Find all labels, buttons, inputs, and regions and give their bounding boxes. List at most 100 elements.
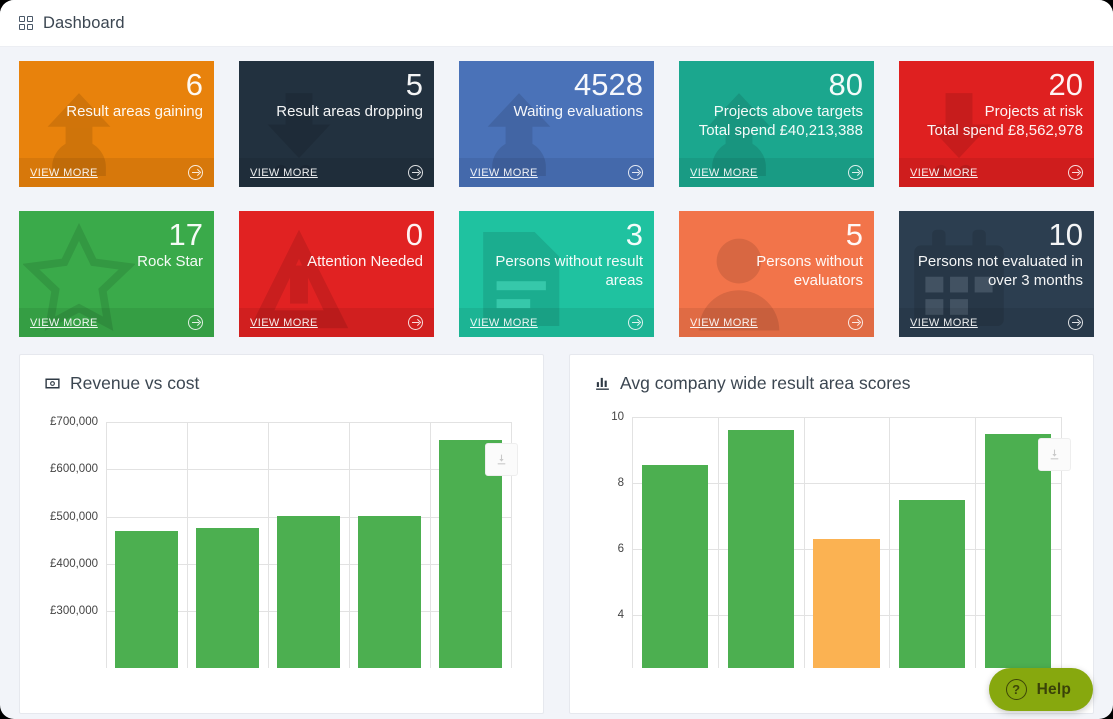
kpi-tile-value: 6 — [185, 67, 203, 102]
kpi-tile-footer[interactable]: VIEW MORE — [459, 158, 654, 187]
question-circle-icon: ? — [1005, 679, 1027, 700]
chart-gridline — [632, 483, 1061, 485]
kpi-tile-label: Projects above targets — [713, 103, 863, 120]
kpi-tile-footer[interactable]: VIEW MORE — [679, 158, 874, 187]
kpi-tile[interactable]: 5 Result areas dropping VIEW MORE — [239, 61, 434, 187]
kpi-tile[interactable]: 0 Attention Needed VIEW MORE — [239, 211, 434, 337]
kpi-tile-label: Persons without evaluators — [756, 253, 863, 289]
kpi-tile[interactable]: 5 Persons without evaluators VIEW MORE — [679, 211, 874, 337]
chart-bar[interactable] — [985, 433, 1052, 668]
arrow-right-circle-icon[interactable] — [408, 315, 423, 330]
view-more-link[interactable]: VIEW MORE — [910, 316, 978, 329]
chart-bar[interactable] — [899, 499, 966, 668]
chart-y-axis-tick-label: £700,000 — [50, 416, 98, 428]
kpi-tile[interactable]: 20 Projects at risk Total spend £8,562,978… — [899, 61, 1094, 187]
view-more-link[interactable]: VIEW MORE — [910, 166, 978, 179]
chart-vertical-gridline — [511, 422, 512, 668]
kpi-tile-footer[interactable]: VIEW MORE — [899, 308, 1094, 337]
view-more-link[interactable]: VIEW MORE — [250, 316, 318, 329]
chart-vertical-gridline — [975, 417, 977, 668]
kpi-tile-label: Persons without result areas — [495, 253, 643, 289]
download-icon — [497, 454, 506, 465]
page-title: Dashboard — [43, 13, 125, 32]
kpi-tile-footer[interactable]: VIEW MORE — [899, 158, 1094, 187]
arrow-right-circle-icon[interactable] — [628, 315, 643, 330]
kpi-tile-label: Projects at risk — [984, 103, 1083, 120]
kpi-tile-body: 4528 Waiting evaluations — [459, 61, 654, 121]
kpi-tile-value: 17 — [168, 217, 203, 252]
kpi-tile-body: 5 Persons without evaluators — [679, 211, 874, 290]
chart-y-axis-tick-label: 6 — [617, 543, 624, 556]
kpi-tile-value: 4528 — [574, 67, 643, 102]
kpi-tile[interactable]: 17 Rock Star VIEW MORE — [19, 211, 214, 337]
kpi-tile-footer[interactable]: VIEW MORE — [239, 158, 434, 187]
view-more-link[interactable]: VIEW MORE — [250, 166, 318, 179]
help-label: Help — [1036, 680, 1071, 698]
bar-chart-icon — [594, 375, 611, 392]
kpi-tile-footer[interactable]: VIEW MORE — [19, 158, 214, 187]
chart-gridline — [632, 417, 1061, 418]
view-more-link[interactable]: VIEW MORE — [470, 166, 538, 179]
kpi-tile[interactable]: 10 Persons not evaluated in over 3 months… — [899, 211, 1094, 337]
arrow-right-circle-icon[interactable] — [408, 165, 423, 180]
chart-bar[interactable] — [813, 539, 880, 668]
kpi-tile-footer[interactable]: VIEW MORE — [459, 308, 654, 337]
card-title-text-revenue: Revenue vs cost — [70, 373, 200, 393]
kpi-tile[interactable]: 3 Persons without result areas VIEW MORE — [459, 211, 654, 337]
arrow-right-circle-icon[interactable] — [1068, 315, 1083, 330]
chart-vertical-gridline — [717, 417, 719, 668]
chart-bar[interactable] — [358, 515, 421, 668]
view-more-link[interactable]: VIEW MORE — [30, 166, 98, 179]
kpi-tile-body: 6 Result areas gaining — [19, 61, 214, 121]
view-more-link[interactable]: VIEW MORE — [690, 166, 758, 179]
chart-bar[interactable] — [727, 430, 794, 668]
kpi-tile[interactable]: 6 Result areas gaining VIEW MORE — [19, 61, 214, 187]
grid-icon — [19, 15, 34, 31]
kpi-tile-label: Attention Needed — [307, 253, 423, 270]
kpi-tile-footer[interactable]: VIEW MORE — [19, 308, 214, 337]
export-chart-button-revenue[interactable] — [485, 443, 518, 476]
chart-y-axis-tick-label: 10 — [611, 411, 624, 423]
chart-plot-scores: 10 8 6 4 — [586, 400, 1077, 668]
kpi-tile-body: 17 Rock Star — [19, 211, 214, 271]
arrow-right-circle-icon[interactable] — [1068, 165, 1083, 180]
kpi-tile[interactable]: 4528 Waiting evaluations VIEW MORE — [459, 61, 654, 187]
kpi-tile-label: Waiting evaluations — [513, 103, 643, 120]
kpi-tile-label: Result areas gaining — [66, 103, 203, 120]
chart-vertical-gridline — [106, 422, 107, 668]
help-button[interactable]: ? Help — [988, 668, 1093, 711]
chart-vertical-gridline — [803, 417, 805, 668]
kpi-tile-value: 20 — [1048, 67, 1083, 102]
card-title-revenue: Revenue vs cost — [36, 373, 527, 394]
kpi-tile-footer[interactable]: VIEW MORE — [239, 308, 434, 337]
export-chart-button-scores[interactable] — [1038, 438, 1071, 471]
card-revenue-vs-cost: Revenue vs cost £700,000 £600,000 £500,000… — [19, 354, 544, 714]
kpi-tile-label: Rock Star — [137, 253, 203, 270]
arrow-right-circle-icon[interactable] — [848, 315, 863, 330]
arrow-right-circle-icon[interactable] — [188, 165, 203, 180]
kpi-tile[interactable]: 80 Projects above targets Total spend £40,… — [679, 61, 874, 187]
card-avg-result-area-scores: Avg company wide result area scores 10 8 6… — [569, 354, 1094, 714]
chart-bar[interactable] — [277, 515, 340, 668]
kpi-tile-value: 3 — [625, 217, 643, 252]
kpi-tile-subtext: Total spend £40,213,388 — [698, 122, 863, 139]
kpi-tile-body: 10 Persons not evaluated in over 3 months — [899, 211, 1094, 290]
arrow-right-circle-icon[interactable] — [848, 165, 863, 180]
view-more-link[interactable]: VIEW MORE — [470, 316, 538, 329]
arrow-right-circle-icon[interactable] — [188, 315, 203, 330]
view-more-link[interactable]: VIEW MORE — [30, 316, 98, 329]
kpi-tile-body: 80 Projects above targets Total spend £40,… — [679, 61, 874, 140]
download-icon — [1050, 449, 1059, 460]
arrow-right-circle-icon[interactable] — [628, 165, 643, 180]
chart-bar[interactable] — [641, 464, 708, 668]
chart-bar[interactable] — [196, 527, 259, 668]
chart-bar[interactable] — [115, 530, 178, 668]
kpi-tile-footer[interactable]: VIEW MORE — [679, 308, 874, 337]
chart-vertical-gridline — [349, 422, 350, 668]
kpi-tile-body: 3 Persons without result areas — [459, 211, 654, 290]
chart-bar[interactable] — [439, 439, 502, 668]
chart-y-axis-tick-label: £500,000 — [50, 510, 98, 523]
view-more-link[interactable]: VIEW MORE — [690, 316, 758, 329]
kpi-tile-body: 0 Attention Needed — [239, 211, 434, 271]
